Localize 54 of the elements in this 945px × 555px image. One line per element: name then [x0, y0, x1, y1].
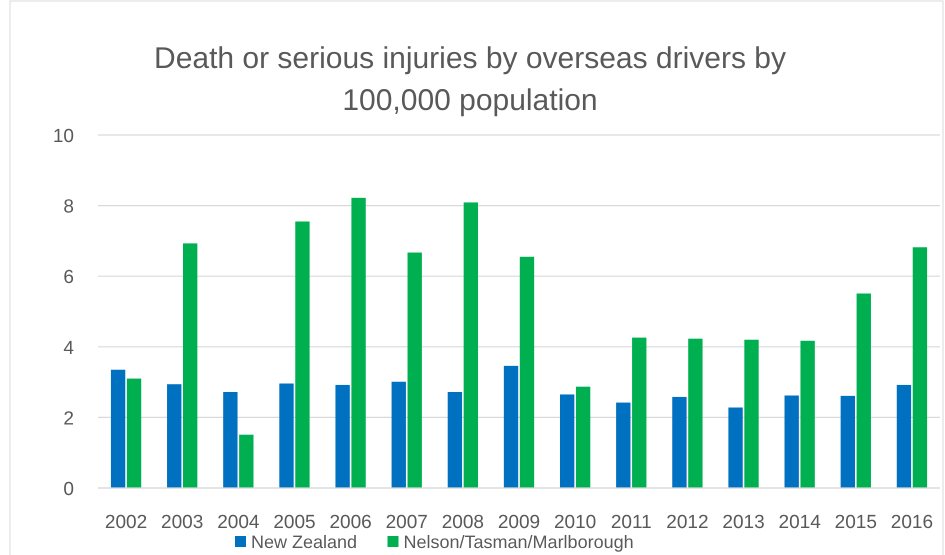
bar	[520, 256, 534, 488]
bar	[126, 378, 142, 488]
bar	[335, 384, 350, 488]
x-tick-label: 2007	[386, 512, 428, 533]
bar	[110, 370, 126, 488]
y-tick-label: 10	[52, 126, 74, 147]
bar	[840, 396, 855, 488]
x-tick-label: 2014	[778, 512, 822, 533]
bar	[279, 384, 294, 488]
bar	[856, 293, 871, 488]
legend-label: Nelson/Tasman/Marlborough	[404, 532, 634, 552]
legend-label: New Zealand	[251, 532, 358, 552]
bar	[448, 392, 462, 488]
bar	[632, 338, 646, 488]
x-tick-label: 2005	[273, 512, 316, 533]
bar	[183, 243, 198, 488]
bar	[239, 434, 254, 488]
bar	[744, 340, 759, 488]
bar	[912, 247, 928, 488]
bar	[784, 396, 799, 488]
bar	[576, 386, 590, 488]
bar	[408, 252, 422, 488]
x-tick-label: 2009	[498, 512, 540, 533]
bar	[504, 366, 518, 488]
x-tick-label: 2013	[722, 512, 765, 533]
x-tick-label: 2010	[554, 512, 596, 533]
bar	[392, 382, 406, 488]
bar	[560, 394, 574, 488]
x-tick-label: 2015	[834, 512, 877, 533]
bar	[728, 408, 743, 488]
x-tick-label: 2003	[161, 512, 204, 533]
x-tick-label: 2011	[610, 512, 652, 533]
bar	[800, 340, 815, 488]
x-tick-label: 2016	[890, 512, 934, 533]
y-tick-label: 4	[63, 338, 74, 359]
bar	[896, 384, 912, 488]
x-tick-label: 2004	[217, 512, 260, 533]
x-tick-label: 2012	[666, 512, 709, 533]
y-tick-label: 8	[63, 196, 74, 218]
x-tick-label: 2008	[442, 512, 484, 533]
bar	[672, 396, 687, 488]
bar	[223, 392, 238, 488]
y-tick-label: 0	[63, 479, 74, 500]
bar	[464, 202, 478, 488]
bar	[351, 198, 366, 488]
y-tick-label: 6	[63, 267, 74, 288]
bar	[616, 402, 630, 488]
bar	[295, 221, 310, 488]
x-tick-label: 2002	[104, 512, 148, 533]
chart-title: Death or serious injuries by overseas drivers by 100,000 population	[154, 42, 786, 117]
y-tick-label: 2	[63, 408, 74, 430]
bar	[688, 338, 703, 488]
bar	[167, 384, 182, 488]
x-tick-label: 2006	[329, 512, 372, 533]
